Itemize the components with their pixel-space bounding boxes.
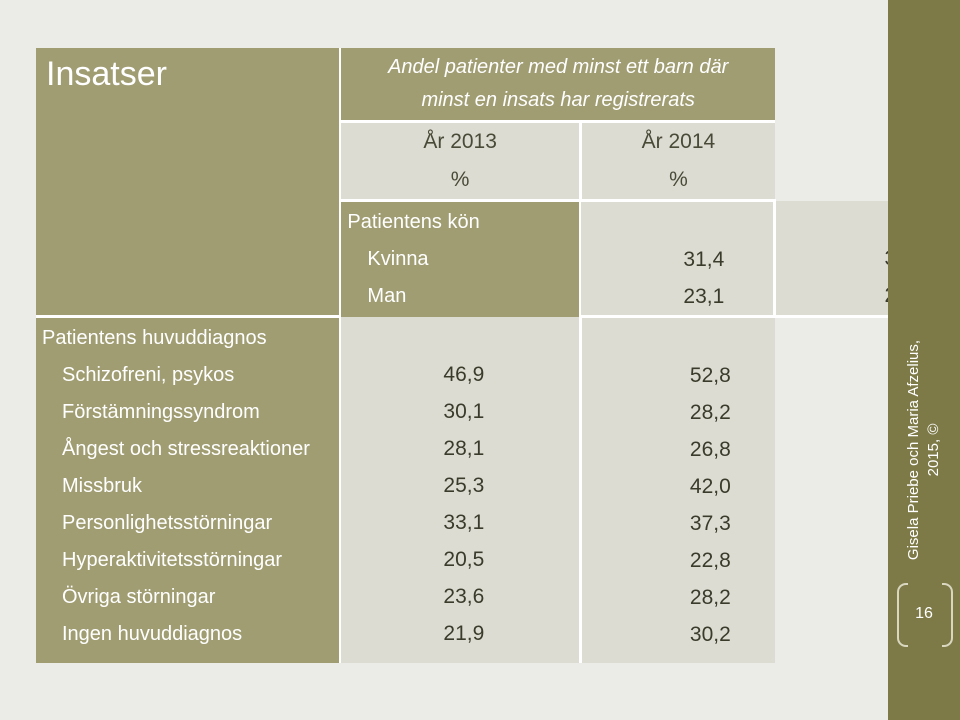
- section-diagnosis: Patientens huvuddiagnos Schizofreni, psy…: [36, 315, 960, 663]
- author-credit-line-1: Gisela Priebe och Maria Afzelius,: [905, 339, 922, 561]
- author-credit-line-2: 2015, ©: [925, 423, 942, 477]
- row-label: Man: [367, 285, 407, 307]
- slide-title: Insatser: [46, 55, 167, 93]
- slide-title-cell: Insatser: [36, 48, 342, 318]
- section-diagnosis-2014: 52,8 28,2 26,8 42,0 37,3 22,8 28,2 30,2: [580, 316, 775, 663]
- value-cell: 25,3: [443, 473, 485, 497]
- section-gender-labels: Patientens kön Kvinna Man: [340, 200, 582, 317]
- header-2014: År 2014 %: [580, 121, 775, 202]
- row-label: Förstämningssyndrom: [62, 401, 260, 423]
- section-diagnosis-labels: Patientens huvuddiagnos Schizofreni, psy…: [36, 315, 342, 663]
- value-cell: 46,9: [443, 362, 485, 386]
- section-diagnosis-2013: 46,9 30,1 28,1 25,3 33,1 20,5 23,6 21,9: [340, 316, 582, 663]
- value-cell: 30,2: [689, 623, 731, 646]
- section-gender-2013: 31,4 23,1: [580, 200, 777, 318]
- year-header-row: År 2013 % År 2014 %: [36, 121, 960, 202]
- title-row: Insatser Andel patienter med minst ett b…: [36, 48, 960, 318]
- author-credit: Gisela Priebe och Maria Afzelius, 2015, …: [904, 300, 944, 600]
- value-cell: 23,6: [443, 584, 485, 608]
- value-cell: 28,2: [689, 401, 731, 424]
- header-title-line-2: minst en insats har registrerats: [421, 89, 695, 111]
- year-2013-unit: %: [450, 168, 470, 191]
- row-label: Personlighetsstörningar: [62, 512, 273, 534]
- table-header-title: Andel patienter med minst ett barn där m…: [340, 48, 775, 123]
- year-2013-label: År 2013: [423, 130, 497, 153]
- row-label: Kvinna: [367, 248, 429, 270]
- value-cell: 37,3: [689, 512, 731, 535]
- row-label: Missbruk: [62, 475, 143, 497]
- insatser-table: Insatser Andel patienter med minst ett b…: [36, 48, 960, 663]
- value-cell: 31,4: [683, 248, 725, 271]
- section-label: Patientens huvuddiagnos: [42, 327, 267, 349]
- row-label: Övriga störningar: [62, 586, 216, 608]
- value-cell: 28,2: [689, 586, 731, 609]
- value-cell: 42,0: [689, 475, 731, 498]
- page-number-left-brace: [897, 583, 908, 647]
- page-number-right-brace: [942, 583, 953, 647]
- section-label: Patientens kön: [347, 211, 480, 233]
- year-2014-label: År 2014: [641, 130, 716, 153]
- header-title-line-1: Andel patienter med minst ett barn där: [388, 56, 729, 78]
- value-cell: 28,1: [443, 436, 485, 460]
- value-cell: 26,8: [689, 438, 731, 461]
- row-label: Schizofreni, psykos: [62, 364, 235, 386]
- year-2014-unit: %: [669, 168, 688, 191]
- page-number: 16: [915, 605, 933, 622]
- row-label: Hyperaktivitetsstörningar: [62, 549, 283, 571]
- value-cell: 20,5: [443, 547, 485, 571]
- header-2013: År 2013 %: [340, 121, 582, 202]
- value-cell: 52,8: [689, 364, 731, 387]
- value-cell: 23,1: [683, 285, 725, 308]
- right-sidebar: [888, 0, 960, 720]
- row-label: Ingen huvuddiagnos: [62, 623, 243, 645]
- value-cell: 33,1: [443, 510, 485, 534]
- value-cell: 30,1: [443, 399, 485, 423]
- value-cell: 22,8: [689, 549, 731, 572]
- row-label: Ångest och stressreaktioner: [62, 438, 310, 460]
- value-cell: 21,9: [443, 621, 485, 645]
